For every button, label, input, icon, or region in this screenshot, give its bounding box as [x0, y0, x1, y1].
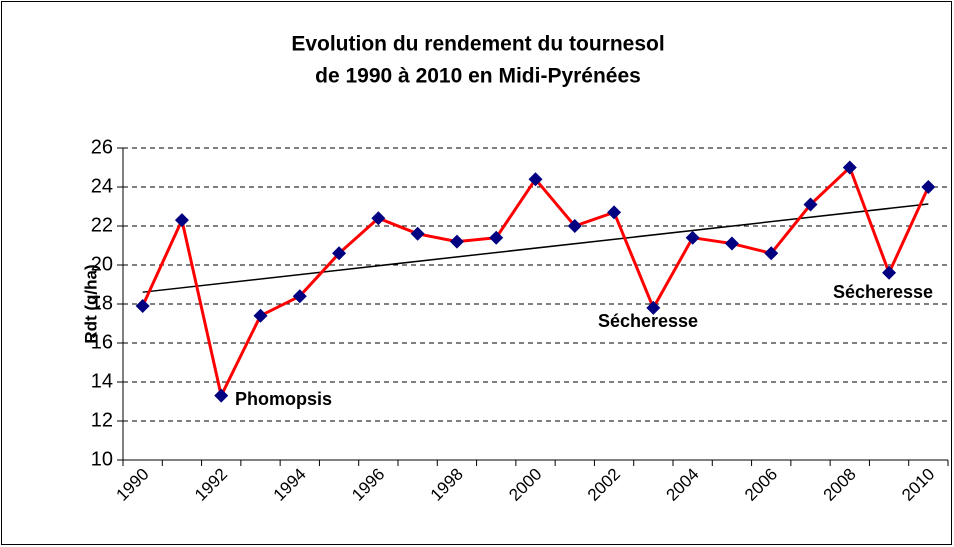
chart-title: de 1990 à 2010 en Midi-Pyrénées [315, 65, 641, 88]
data-point [410, 226, 425, 241]
data-point [764, 246, 779, 261]
chart-title: Evolution du rendement du tournesol [291, 33, 664, 56]
y-tick-label: 22 [91, 214, 113, 236]
data-point [371, 211, 386, 226]
annotation: Sécheresse [833, 282, 933, 302]
y-axis-label: Rdt (q/ha) [81, 264, 100, 343]
y-tick-label: 24 [91, 175, 113, 197]
data-point [214, 388, 229, 403]
data-point [685, 230, 700, 245]
annotation: Phomopsis [235, 389, 332, 409]
data-point [332, 246, 347, 261]
data-point [449, 234, 464, 249]
data-point [253, 308, 268, 323]
y-tick-label: 18 [91, 292, 113, 314]
y-tick-label: 10 [91, 448, 113, 470]
y-tick-label: 26 [91, 136, 113, 158]
y-tick-label: 16 [91, 331, 113, 353]
data-point [803, 197, 818, 212]
data-point [607, 205, 622, 220]
y-tick-label: 12 [91, 409, 113, 431]
data-point [174, 213, 189, 228]
y-tick-label: 20 [91, 253, 113, 275]
data-point [292, 289, 307, 304]
data-point [842, 160, 857, 175]
data-point [135, 298, 150, 313]
data-point [882, 265, 897, 280]
annotation: Sécheresse [598, 311, 698, 331]
data-point [646, 300, 661, 315]
data-point [528, 172, 543, 187]
y-tick-label: 14 [91, 370, 113, 392]
data-point [567, 219, 582, 233]
data-point [724, 236, 739, 251]
data-point [489, 230, 504, 245]
data-point [921, 180, 936, 194]
